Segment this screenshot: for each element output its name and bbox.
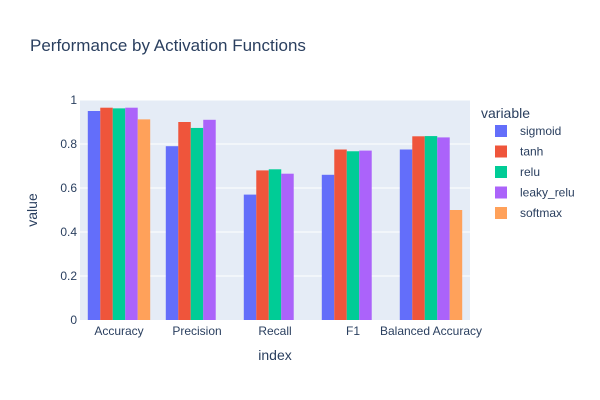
- legend-label-sigmoid: sigmoid: [520, 124, 561, 138]
- legend-label-softmax: softmax: [520, 206, 562, 220]
- bar-tanh-precision: [178, 122, 191, 320]
- legend-swatch-sigmoid: [495, 125, 507, 137]
- bar-leaky-relu-accuracy: [125, 107, 138, 320]
- bar-relu-recall: [268, 169, 282, 320]
- y-tick-label: 0: [70, 313, 77, 327]
- y-tick-label: 1: [70, 93, 77, 107]
- legend-label-relu: relu: [520, 165, 540, 179]
- y-tick-label: 0.2: [60, 269, 77, 283]
- bar-tanh-accuracy: [100, 107, 113, 320]
- bar-softmax-accuracy: [137, 119, 151, 320]
- y-tick-label: 0.4: [60, 225, 77, 239]
- legend: variable sigmoid tanh relu leaky_relusoftma…: [481, 105, 575, 220]
- y-axis-title: value: [24, 193, 40, 227]
- bar-tanh-recall: [256, 170, 269, 320]
- bar-relu-accuracy: [112, 108, 126, 320]
- bar-leaky-relu-f1: [359, 150, 372, 320]
- bar-relu-f1: [346, 151, 360, 320]
- x-tick-label: Accuracy: [94, 324, 143, 338]
- legend-swatch-leaky-relu: [495, 186, 507, 199]
- y-tick-label: 0.6: [60, 181, 77, 195]
- chart-title: Performance by Activation Functions: [30, 36, 306, 55]
- bar-leaky-relu-recall: [281, 173, 294, 320]
- x-tick-label: Recall: [258, 324, 291, 338]
- legend-label-leaky-relu: leaky_relu: [520, 186, 575, 200]
- bar-sigmoid-recall: [243, 194, 257, 320]
- legend-swatch-tanh: [495, 145, 507, 158]
- x-axis-title: index: [258, 347, 291, 363]
- legend-title: variable: [481, 105, 530, 121]
- bar-tanh-f1: [334, 149, 347, 320]
- bar-tanh-balanced-accuracy: [412, 136, 425, 320]
- x-tick-label: F1: [346, 324, 360, 338]
- bar-sigmoid-balanced-accuracy: [399, 149, 413, 320]
- y-tick-label: 0.8: [60, 137, 77, 151]
- legend-swatch-relu: [495, 166, 507, 178]
- x-tick-label: Precision: [172, 324, 221, 338]
- legend-label-tanh: tanh: [520, 145, 543, 159]
- bar-relu-precision: [190, 127, 204, 320]
- bar-sigmoid-accuracy: [87, 111, 101, 320]
- bar-leaky-relu-precision: [203, 119, 216, 320]
- bars: [87, 107, 463, 320]
- bar-leaky-relu-balanced-accuracy: [437, 137, 450, 320]
- bar-softmax-balanced-accuracy: [449, 210, 463, 320]
- x-tick-labels: Accuracy Precision Recall F1 Balanced Accura…: [94, 324, 482, 338]
- legend-swatch-softmax: [495, 207, 507, 219]
- y-tick-labels: 0 0.2 0.4 0.6 0.8 1: [60, 93, 77, 327]
- bar-relu-balanced-accuracy: [424, 136, 438, 320]
- x-tick-label: Balanced Accuracy: [380, 324, 482, 338]
- bar-sigmoid-f1: [321, 174, 335, 320]
- bar-sigmoid-precision: [165, 146, 179, 320]
